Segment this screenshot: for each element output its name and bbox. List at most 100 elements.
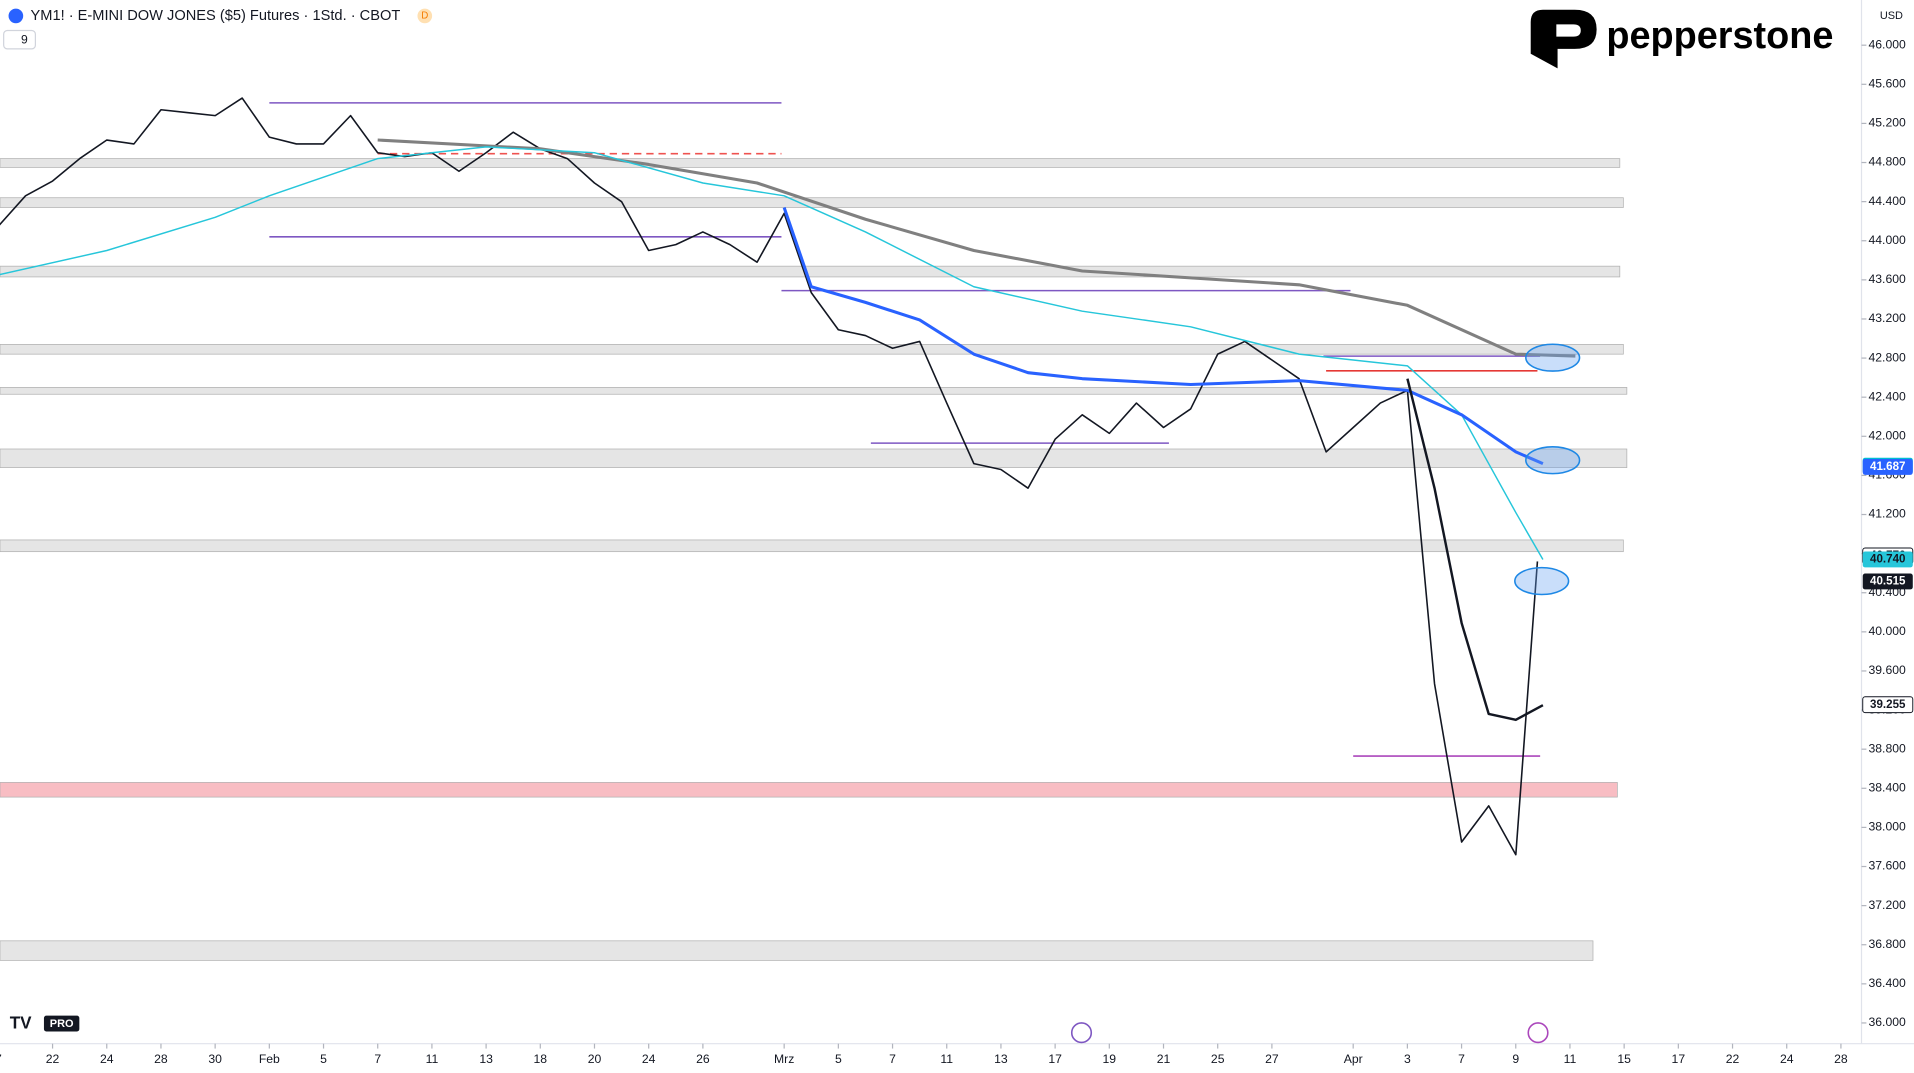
symbol-icon (8, 8, 24, 24)
y-tick-label: 38.000 (1869, 820, 1906, 834)
price-label-bg (1862, 551, 1913, 568)
y-tick-label: 45.600 (1869, 77, 1906, 91)
y-tick-label: 40.000 (1869, 624, 1906, 638)
y-tick-label: 44.800 (1869, 155, 1906, 169)
x-tick-label: 15 (1617, 1052, 1631, 1066)
y-tick-label: 46.000 (1869, 37, 1906, 51)
x-tick-label: 25 (1211, 1052, 1225, 1066)
lines (0, 97, 1576, 856)
x-tick-label: 24 (642, 1052, 656, 1066)
y-tick-label: 45.200 (1869, 116, 1906, 130)
series-line (377, 138, 1576, 358)
price-label-bg (1862, 696, 1914, 714)
x-tick-label: 13 (479, 1052, 493, 1066)
price-label: 41.687 (1870, 461, 1905, 473)
x-tick-label: 17 (1672, 1052, 1686, 1066)
x-tick-label: Apr (1344, 1052, 1363, 1066)
y-tick-label: 43.600 (1869, 272, 1906, 286)
event-icon[interactable] (1070, 1022, 1093, 1044)
y-tick-label: 41.200 (1869, 507, 1906, 521)
x-tick-label: 22 (1726, 1052, 1740, 1066)
y-tick-label: 42.400 (1869, 389, 1906, 403)
zone (0, 344, 1624, 355)
x-tick-label: 11 (1564, 1052, 1577, 1066)
currency: USD (1880, 10, 1903, 22)
indicator-box (3, 29, 37, 50)
x-tick-label: 24 (1780, 1052, 1794, 1066)
zone (0, 448, 1628, 468)
zone (0, 387, 1628, 395)
y-tick-label: 44.400 (1869, 194, 1906, 208)
x-tick-label: 13 (994, 1052, 1008, 1066)
x-tick-label: 3 (1404, 1052, 1411, 1066)
x-tick-label: 11 (940, 1052, 953, 1066)
brand: pepperstone (1606, 15, 1833, 57)
price-label: 40.740 (1870, 554, 1905, 566)
zone (0, 940, 1594, 961)
x-tick-label: 22 (46, 1052, 60, 1066)
annotation-ellipse (1514, 566, 1570, 596)
price-label-bg (1862, 458, 1913, 475)
y-tick-label: 44.000 (1869, 233, 1906, 247)
zone (0, 539, 1624, 553)
y-tick-label: 42.800 (1869, 350, 1906, 364)
x-tick-label: 26 (696, 1052, 710, 1066)
brand-logo-inner (1556, 24, 1581, 37)
series-line (1406, 378, 1544, 722)
x-tick-label: 30 (208, 1052, 222, 1066)
annotation-ellipse (1525, 445, 1581, 475)
pro-badge-bg (43, 1015, 80, 1032)
zone (0, 782, 1618, 798)
x-tick-label: 28 (1834, 1052, 1848, 1066)
y-tick-label: 38.800 (1869, 741, 1906, 755)
price-label: 39.255 (1870, 699, 1906, 711)
y-tick-label: 36.800 (1869, 937, 1906, 951)
time-axis: 7 22 24 28 30 Feb 5 7 11 13 18 20 24 26 Mrz 5 7 11 13 17 19 2… (0, 1043, 1848, 1066)
event-icon[interactable] (1527, 1022, 1549, 1044)
x-tick-label: Feb (259, 1052, 280, 1066)
x-tick-label: 21 (1157, 1052, 1171, 1066)
x-tick-label: 28 (154, 1052, 168, 1066)
platform-badge: PRO (50, 1018, 74, 1030)
x-tick-label: 19 (1103, 1052, 1117, 1066)
annotation-ellipse (1525, 343, 1581, 372)
zone (0, 158, 1621, 168)
indicator-label: 9 (21, 33, 28, 47)
x-tick-label: 24 (100, 1052, 114, 1066)
brand-logo (1530, 9, 1597, 69)
zone (0, 265, 1621, 278)
x-tick-label: 17 (1048, 1052, 1062, 1066)
series-line (0, 97, 1539, 856)
x-tick-label: Mrz (774, 1052, 794, 1066)
y-tick-label: 37.600 (1869, 859, 1906, 873)
x-tick-label: 7 (1458, 1052, 1465, 1066)
price-label-bg (1862, 573, 1913, 590)
x-tick-label: 11 (426, 1052, 439, 1066)
x-tick-label: 9 (1512, 1052, 1519, 1066)
y-tick-label: 36.400 (1869, 976, 1906, 990)
x-tick-label: 5 (320, 1052, 327, 1066)
y-tick-label: 43.200 (1869, 311, 1906, 325)
y-tick-label: 37.200 (1869, 898, 1906, 912)
y-tick-label: 36.000 (1869, 1015, 1906, 1029)
tv-logo: TV (10, 1014, 32, 1033)
y-tick-label: 42.000 (1869, 429, 1906, 443)
badge-bg (417, 8, 433, 24)
x-tick-label: 7 (0, 1052, 2, 1066)
chart-title: YM1! · E-MINI DOW JONES ($5) Futures · 1… (31, 8, 401, 24)
x-tick-label: 5 (835, 1052, 842, 1066)
x-tick-label: 7 (889, 1052, 896, 1066)
badge: D (421, 10, 428, 21)
x-tick-label: 18 (534, 1052, 548, 1066)
series-line (782, 207, 1544, 466)
x-tick-label: 7 (374, 1052, 381, 1066)
x-tick-label: 27 (1265, 1052, 1279, 1066)
x-tick-label: 20 (588, 1052, 602, 1066)
price-label: 40.515 (1870, 576, 1906, 588)
y-tick-label: 38.400 (1869, 781, 1906, 795)
y-tick-label: 39.600 (1869, 663, 1906, 677)
series-line (0, 146, 1544, 560)
